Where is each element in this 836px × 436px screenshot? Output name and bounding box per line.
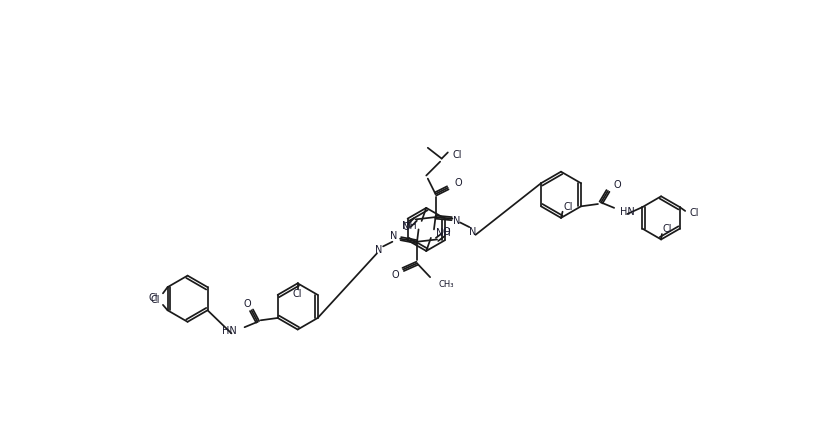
Text: HN: HN — [619, 207, 635, 217]
Text: HN: HN — [222, 326, 237, 336]
Text: N: N — [390, 232, 397, 242]
Text: O: O — [442, 227, 450, 237]
Text: O: O — [454, 178, 461, 188]
Text: O: O — [242, 299, 251, 309]
Text: Cl: Cl — [452, 150, 461, 160]
Text: N: N — [375, 245, 382, 255]
Text: N: N — [453, 216, 460, 226]
Text: Cl: Cl — [662, 225, 671, 235]
Text: N: N — [468, 227, 476, 237]
Text: Cl: Cl — [688, 208, 698, 218]
Text: CH₃: CH₃ — [438, 280, 454, 290]
Text: NH: NH — [436, 228, 451, 238]
Text: O: O — [402, 222, 410, 232]
Text: Cl: Cl — [150, 295, 160, 305]
Text: O: O — [391, 270, 399, 280]
Text: Cl: Cl — [563, 202, 572, 212]
Text: NH: NH — [401, 221, 415, 232]
Text: O: O — [613, 180, 620, 190]
Text: Cl: Cl — [149, 293, 158, 303]
Text: Cl: Cl — [293, 289, 302, 299]
